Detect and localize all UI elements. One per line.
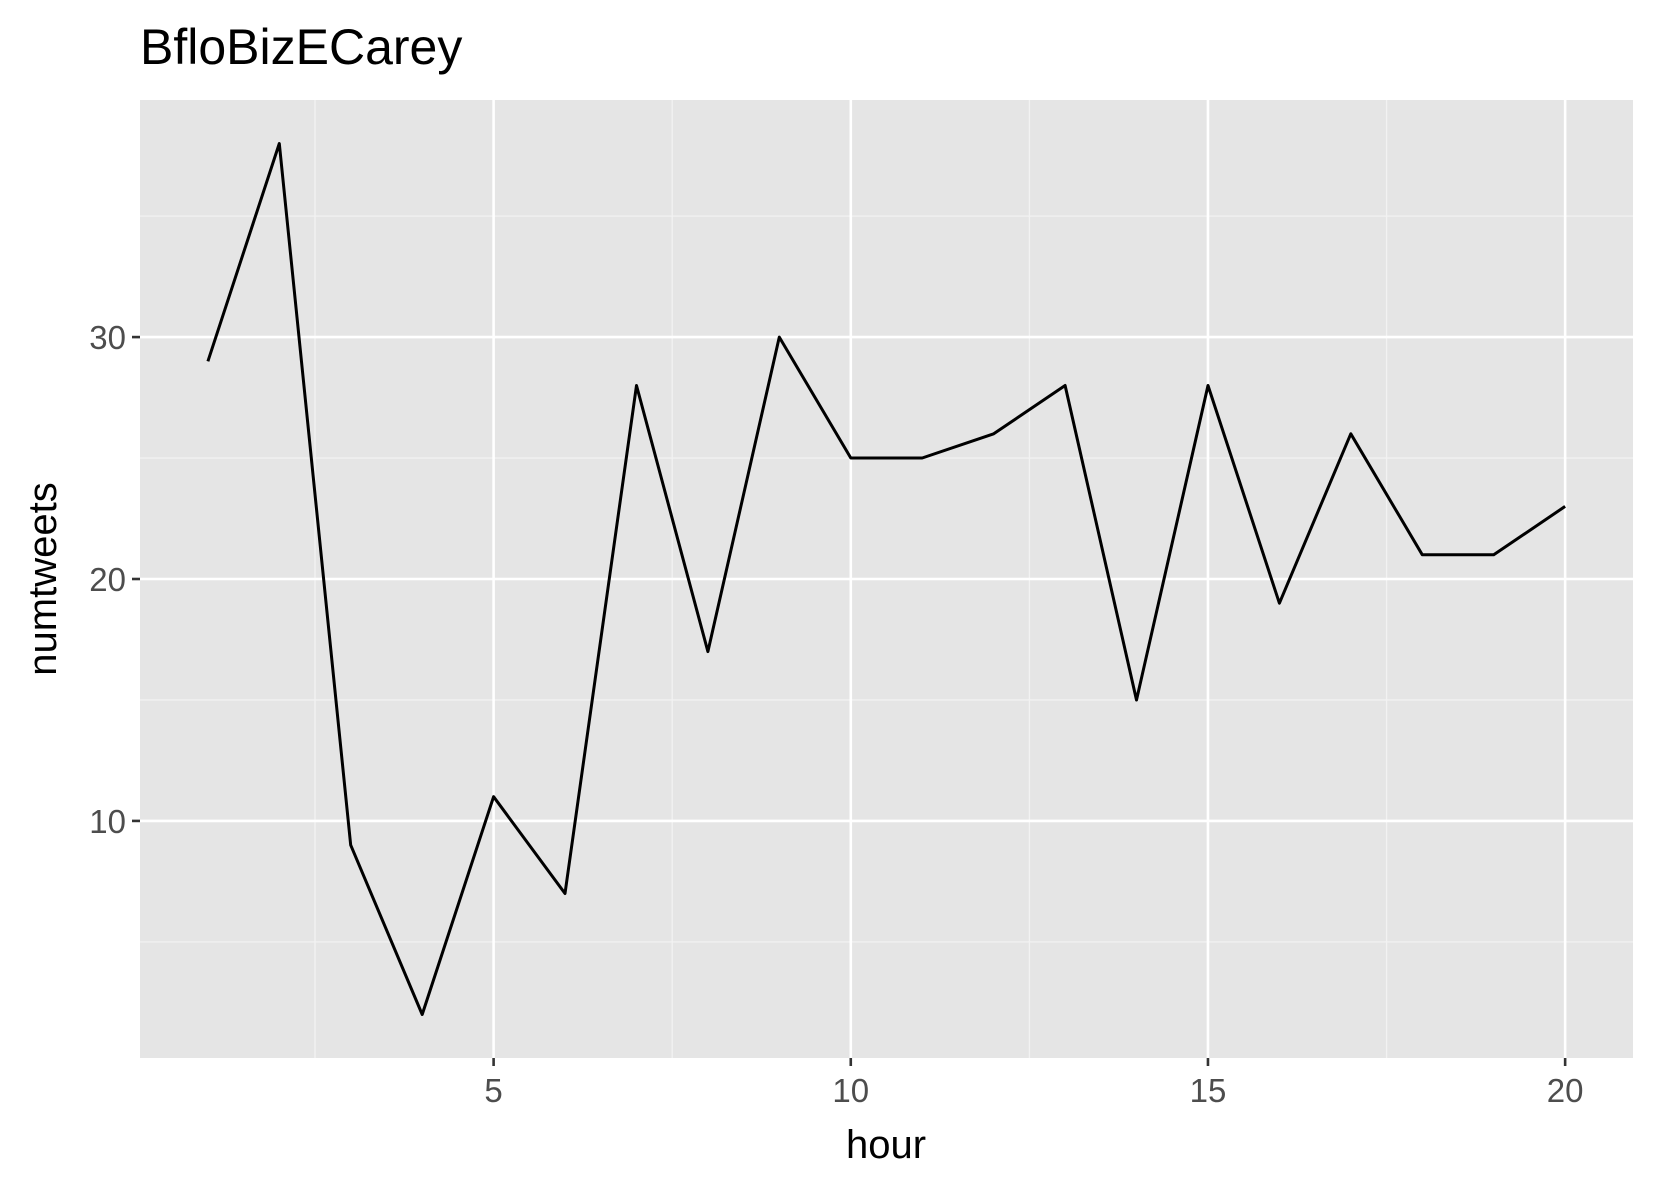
x-tick-label: 10 [832, 1072, 869, 1109]
y-tick-label: 20 [89, 561, 126, 598]
y-axis-title: numtweets [21, 482, 65, 675]
x-axis-title: hour [846, 1123, 926, 1167]
y-tick-label: 30 [89, 319, 126, 356]
series-line [206, 142, 1566, 1016]
y-axis: 10 20 30 [89, 319, 140, 840]
series-layer [206, 142, 1566, 1016]
y-tick-label: 10 [89, 803, 126, 840]
x-tick-label: 15 [1190, 1072, 1227, 1109]
x-tick-label: 5 [484, 1072, 502, 1109]
x-axis: 5 10 15 20 [484, 1058, 1583, 1109]
major-gridlines [140, 100, 1633, 1058]
chart-title: BfloBizECarey [140, 19, 462, 75]
x-tick-label: 20 [1547, 1072, 1584, 1109]
